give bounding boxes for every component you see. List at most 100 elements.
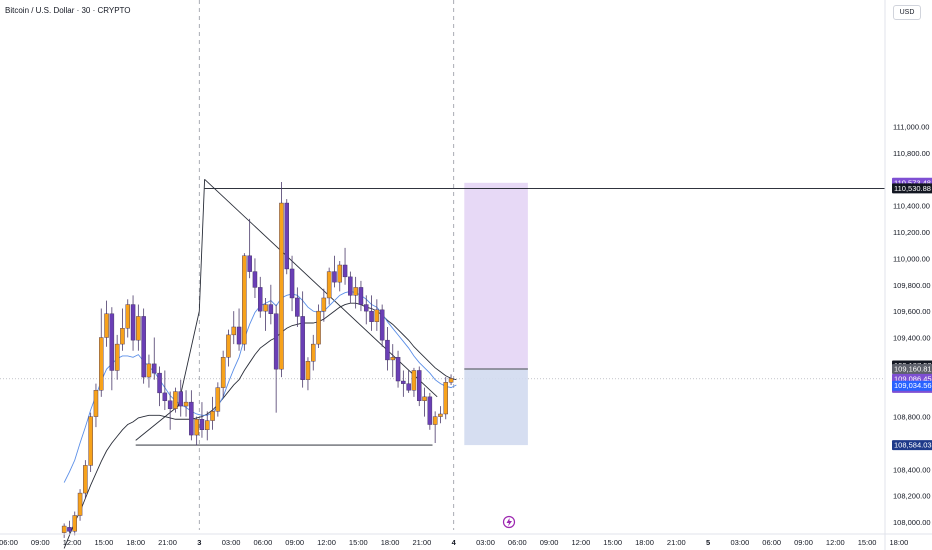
- time-tick-label: 18:00: [635, 538, 654, 547]
- candle-body: [183, 401, 189, 407]
- candle-body: [130, 304, 136, 341]
- time-tick-label: 06:00: [508, 538, 527, 547]
- time-tick-label: 18:00: [381, 538, 400, 547]
- candle-body: [104, 313, 109, 338]
- candle-body: [151, 363, 157, 374]
- candle-body: [125, 304, 130, 329]
- candle-body: [316, 310, 321, 345]
- candle-body: [305, 361, 311, 380]
- candle-body: [162, 392, 168, 401]
- ema-fast-line: [63, 290, 457, 483]
- candle-body: [61, 525, 67, 533]
- price-tick-label: 110,000.00: [893, 254, 930, 263]
- candle-body: [364, 304, 369, 312]
- candle-body: [204, 420, 210, 431]
- candle-body: [226, 334, 231, 358]
- price-tag-label: 108,584.03: [894, 441, 932, 450]
- price-tick-label: 110,800.00: [893, 149, 930, 158]
- time-tick-label: 12:00: [572, 538, 591, 547]
- price-tick-label: 108,200.00: [893, 492, 931, 501]
- time-tick-label: 18:00: [126, 538, 145, 547]
- time-tick-label: 06:00: [254, 538, 273, 547]
- candle-body: [199, 419, 205, 431]
- time-tick-label: 12:00: [826, 538, 845, 547]
- time-tick-label: 15:00: [603, 538, 622, 547]
- time-tick-label: 03:00: [222, 538, 241, 547]
- candle-body: [348, 276, 353, 296]
- price-tag-label: 109,160.81: [894, 365, 932, 374]
- candle-body: [114, 343, 120, 371]
- long-position-tool[interactable]: [464, 182, 528, 446]
- time-tick-label: 4: [452, 538, 457, 547]
- candle-body: [353, 287, 358, 296]
- ema-slow-line: [63, 302, 457, 549]
- candle-body: [120, 328, 125, 345]
- replay-icon-ring: [502, 515, 516, 529]
- candle-body: [411, 370, 417, 391]
- time-tick-label: 18:00: [890, 538, 909, 547]
- candle-body: [432, 416, 438, 425]
- price-tick-label: 110,200.00: [893, 228, 930, 237]
- candle-body: [98, 337, 104, 391]
- candle-body: [210, 411, 215, 421]
- price-tick-label: 109,600.00: [893, 307, 931, 316]
- candle-body: [83, 465, 88, 494]
- candle-body: [273, 313, 279, 370]
- price-tick-label: 111,000.00: [893, 123, 929, 132]
- candle-body: [342, 264, 348, 278]
- price-tick-label: 109,400.00: [893, 334, 931, 343]
- candle-body: [231, 326, 236, 336]
- candle-body: [72, 515, 77, 532]
- candle-body: [374, 309, 380, 322]
- time-axis[interactable]: 06:00 09:00 12:00 15:00 18:00 21:00 3 03:00 06:0…: [0, 533, 932, 547]
- chart-grid: [0, 0, 885, 530]
- price-tag-label: 109,086.45: [894, 374, 932, 383]
- price-tag-label: 110,573.48: [894, 178, 931, 187]
- candles: [61, 181, 454, 538]
- time-tick-label: 15:00: [858, 538, 877, 547]
- candle-body: [332, 271, 337, 283]
- candle-body: [157, 372, 162, 394]
- candle-body: [443, 382, 449, 415]
- candle-body: [406, 383, 411, 391]
- price-tag: [892, 440, 932, 451]
- time-tick-label: 09:00: [31, 538, 50, 547]
- price-tag: [892, 183, 932, 194]
- candle-body: [173, 391, 178, 409]
- candle-body: [401, 380, 406, 384]
- candle-body: [379, 309, 385, 341]
- candle-body: [326, 271, 332, 299]
- candle-body: [358, 287, 364, 305]
- candle-body: [268, 304, 274, 314]
- price-axis[interactable]: 108,000.00 108,200.00 108,400.00 108,800.00…: [884, 0, 931, 550]
- candle-body: [136, 316, 141, 341]
- candle-body: [88, 416, 93, 466]
- candle-body: [242, 255, 247, 345]
- rising-trendline: [135, 179, 206, 441]
- candle-body: [385, 339, 390, 361]
- time-tick-label: 06:00: [0, 538, 18, 547]
- candle-body: [77, 492, 83, 516]
- candle-body: [93, 390, 99, 417]
- candle-body: [109, 313, 115, 371]
- candle-body: [438, 413, 443, 417]
- candle-body: [289, 268, 295, 299]
- candle-body: [395, 357, 401, 382]
- time-tick-label: 15:00: [95, 538, 114, 547]
- price-tick-label: 108,000.00: [893, 518, 931, 527]
- candle-body: [194, 419, 199, 436]
- price-tag-label: 109,034.56: [894, 381, 932, 390]
- time-tick-label: 3: [197, 538, 201, 547]
- time-tick-label: 21:00: [158, 538, 177, 547]
- descending-trendline: [204, 178, 438, 398]
- candle-body: [146, 363, 152, 378]
- time-tick-label: 21:00: [413, 538, 432, 547]
- replay-icon[interactable]: [502, 515, 516, 529]
- candle-body: [215, 387, 221, 412]
- time-tick-label: 09:00: [540, 538, 559, 547]
- currency-button[interactable]: USD: [893, 5, 921, 20]
- price-tick-label: 110,400.00: [893, 202, 930, 211]
- candle-body: [263, 304, 268, 312]
- price-tag: [892, 364, 932, 375]
